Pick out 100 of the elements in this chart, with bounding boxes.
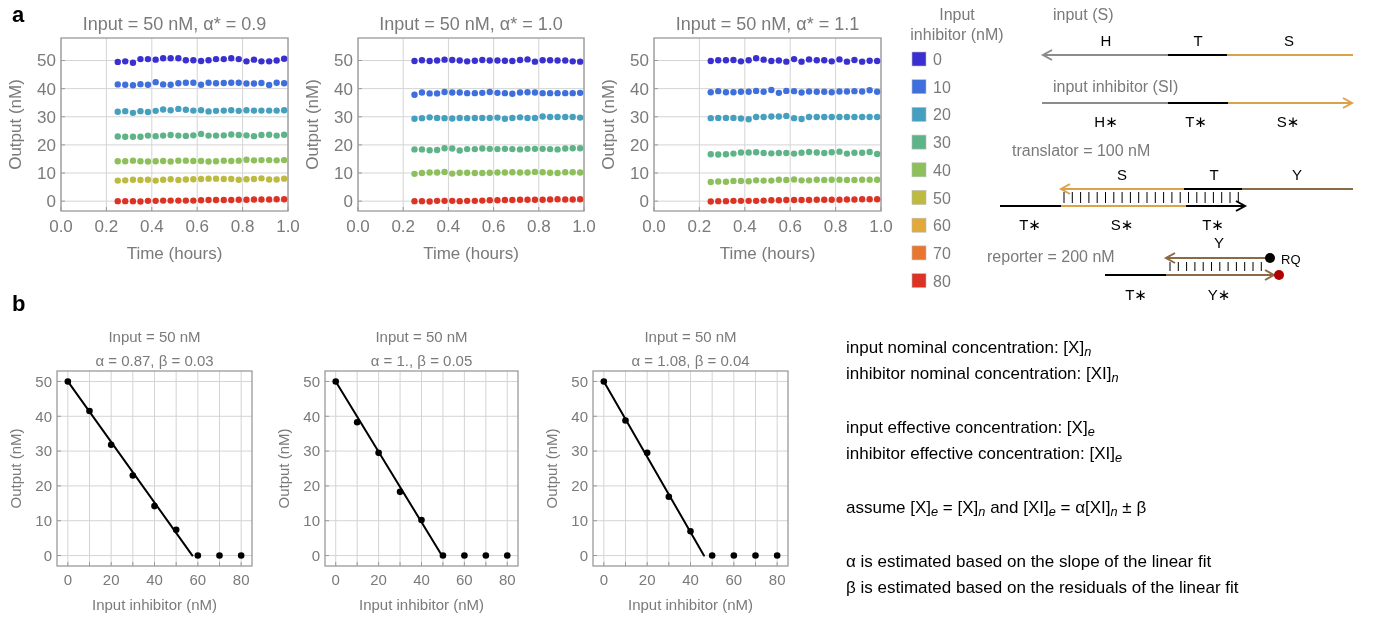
point — [722, 197, 730, 205]
legend-label: 0 — [933, 51, 942, 68]
point — [546, 169, 554, 176]
point — [461, 552, 468, 559]
point — [768, 113, 775, 120]
legend-label: 20 — [933, 106, 951, 124]
point — [212, 175, 220, 182]
point — [730, 56, 737, 64]
point — [531, 168, 539, 176]
point — [64, 378, 72, 385]
point — [205, 132, 212, 139]
text: inhibitor effective concentration: [XI]$_{e}$ — [846, 444, 1123, 466]
point — [858, 58, 866, 65]
text: S — [1116, 166, 1128, 183]
point — [205, 158, 212, 165]
point — [539, 57, 546, 64]
point — [212, 132, 220, 139]
point — [167, 158, 174, 165]
point — [722, 114, 730, 122]
point — [501, 115, 509, 122]
point — [456, 114, 463, 122]
point — [182, 106, 190, 113]
point — [418, 57, 426, 64]
point — [456, 147, 463, 154]
point — [456, 197, 463, 205]
point — [707, 198, 714, 205]
point — [715, 197, 722, 205]
point — [243, 156, 250, 163]
y-tick-label: 50 — [571, 372, 588, 390]
point — [159, 81, 167, 88]
point — [258, 79, 265, 87]
point — [805, 56, 813, 63]
x-tick-label: 1.0 — [572, 217, 596, 236]
y-tick-label: 30 — [571, 442, 588, 460]
point — [509, 114, 516, 122]
y-tick-label: 20 — [303, 477, 320, 495]
point — [760, 177, 767, 184]
point — [479, 56, 486, 64]
point — [836, 176, 843, 183]
point — [851, 87, 858, 95]
point — [509, 168, 516, 176]
text: Y — [1291, 166, 1303, 183]
point — [175, 157, 182, 164]
point — [715, 114, 722, 122]
point — [752, 55, 760, 62]
point — [137, 158, 144, 165]
point — [159, 132, 167, 139]
point — [273, 57, 280, 64]
point — [129, 472, 137, 479]
point — [539, 113, 546, 120]
point — [456, 57, 463, 64]
y-tick-label: 10 — [630, 163, 649, 183]
point — [396, 488, 404, 496]
point — [172, 526, 180, 534]
point — [114, 58, 121, 66]
point — [576, 145, 584, 152]
point — [836, 196, 843, 203]
x-tick-label: 0 — [599, 571, 609, 588]
point — [114, 108, 121, 115]
point — [828, 113, 835, 121]
point — [212, 107, 220, 115]
point — [449, 145, 456, 152]
text: T∗ — [1185, 113, 1207, 130]
point — [554, 57, 561, 64]
point — [441, 168, 448, 176]
point — [569, 168, 576, 176]
point — [258, 156, 265, 164]
text: S∗ — [1276, 113, 1300, 130]
point — [212, 196, 220, 204]
text: T∗ — [1202, 216, 1224, 233]
point — [768, 177, 775, 184]
point — [463, 169, 471, 176]
point — [843, 58, 851, 65]
y-tick-label: 50 — [303, 372, 320, 390]
y-tick-label: 0 — [343, 192, 353, 212]
point — [687, 527, 694, 535]
chart-title: Input = 50 nM, α* = 0.9 — [82, 14, 267, 34]
point — [418, 114, 426, 122]
y-tick-label: 20 — [37, 135, 56, 155]
point — [471, 169, 479, 177]
point — [828, 89, 835, 96]
point — [182, 197, 190, 204]
point — [554, 113, 561, 121]
point — [486, 197, 493, 204]
point — [411, 57, 418, 65]
y-tick-label: 30 — [303, 442, 320, 460]
point — [280, 55, 288, 63]
point — [539, 168, 546, 176]
point — [182, 79, 190, 86]
text: assume [X]$_{e}$ = [X]$_{n}$ and [XI]$_{e}$ = α[XI]$_{n}$ ± β — [846, 498, 1147, 520]
point — [243, 196, 250, 203]
point — [546, 89, 554, 97]
point — [129, 157, 137, 164]
point — [228, 55, 235, 62]
point — [509, 196, 516, 204]
legend-title: Input inhibitor (nM) — [910, 6, 1004, 43]
x-axis-title: Input inhibitor (nM) — [91, 596, 218, 613]
point — [273, 176, 280, 183]
point — [190, 157, 197, 165]
point — [265, 196, 273, 203]
